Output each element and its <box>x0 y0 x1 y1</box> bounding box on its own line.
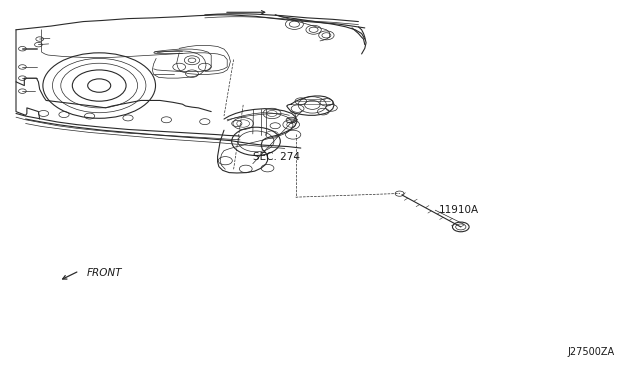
Text: J27500ZA: J27500ZA <box>567 347 614 357</box>
Text: SEC. 274: SEC. 274 <box>253 152 300 162</box>
Text: FRONT: FRONT <box>86 269 122 278</box>
Text: 11910A: 11910A <box>438 205 479 215</box>
